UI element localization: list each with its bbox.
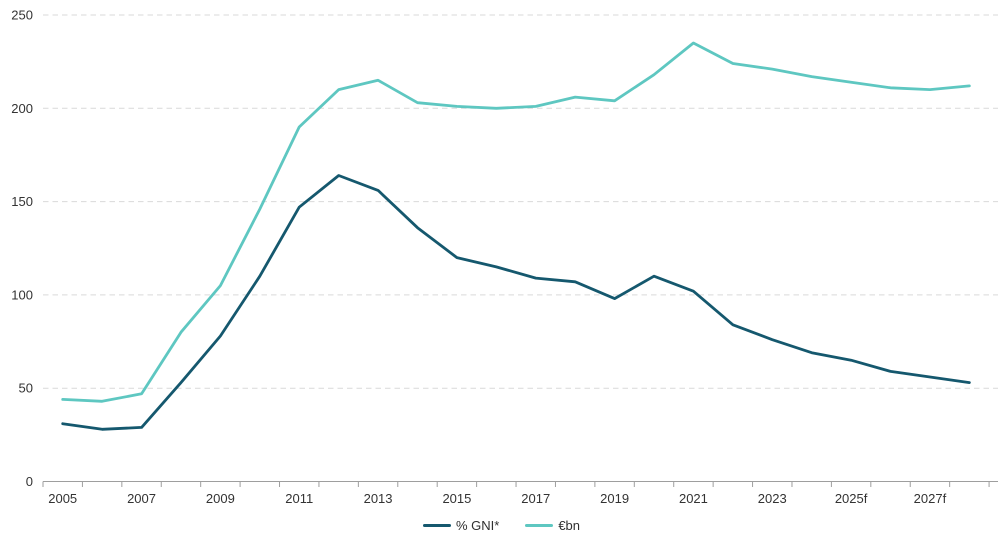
legend-swatch-ebn-icon — [525, 523, 554, 528]
x-tick-label: 2005 — [48, 491, 77, 506]
x-tick-label: 2007 — [127, 491, 156, 506]
series-line-ebn — [61, 41, 971, 403]
legend-label-gni: % GNI* — [455, 518, 500, 533]
legend-label-ebn: €bn — [558, 518, 581, 533]
x-tick-label: 2025f — [835, 491, 868, 506]
x-tick-label: 2023 — [758, 491, 787, 506]
legend-item-gni: % GNI* — [422, 518, 500, 533]
x-tick-label: 2017 — [521, 491, 550, 506]
x-tick-label: 2027f — [914, 491, 947, 506]
legend-item-ebn: €bn — [525, 518, 580, 533]
legend-swatch-gni-icon — [422, 523, 451, 528]
y-tick-label: 0 — [26, 474, 33, 489]
x-tick-label: 2013 — [364, 491, 393, 506]
x-tick-label: 2009 — [206, 491, 235, 506]
y-tick-label: 250 — [11, 8, 33, 23]
chart-legend: % GNI* €bn — [0, 518, 1003, 533]
x-tick-label: 2015 — [442, 491, 471, 506]
y-tick-label: 100 — [11, 287, 33, 302]
x-tick-label: 2019 — [600, 491, 629, 506]
series-line-gni — [61, 174, 971, 431]
y-tick-label: 150 — [11, 194, 33, 209]
y-tick-label: 50 — [19, 381, 33, 396]
y-tick-label: 200 — [11, 101, 33, 116]
x-tick-label: 2011 — [285, 491, 313, 506]
x-tick-label: 2021 — [679, 491, 708, 506]
